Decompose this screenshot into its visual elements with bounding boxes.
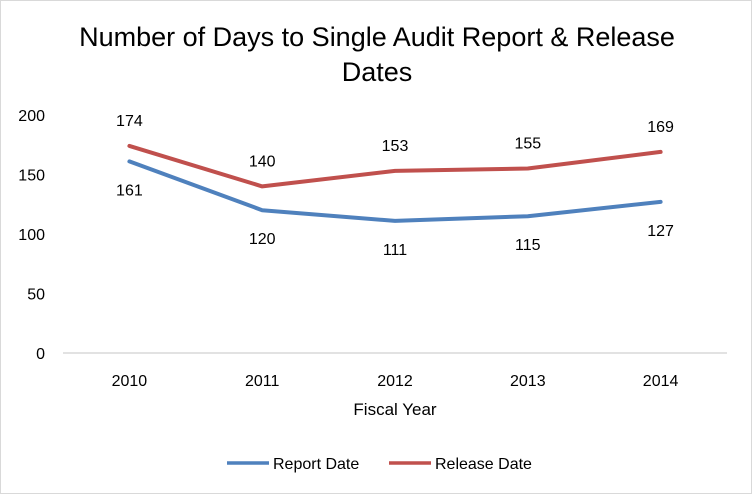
data-label: 155 (514, 136, 541, 153)
y-tick-label: 200 (18, 108, 45, 125)
data-label: 111 (383, 242, 407, 259)
data-label: 115 (515, 237, 541, 254)
data-label-layer: 161 120 111 115 127 174 140 153 155 169 (116, 113, 674, 259)
x-tick-label: 2014 (643, 373, 679, 390)
y-tick-label: 0 (36, 346, 45, 363)
y-axis: 0 50 100 150 200 (18, 108, 45, 363)
legend: Report Date Release Date (227, 456, 532, 473)
legend-label-report-date: Report Date (273, 456, 359, 473)
series-line-report-date (127, 159, 663, 223)
x-tick-label: 2011 (245, 373, 280, 390)
data-label: 153 (382, 138, 409, 155)
series-line-release-date (127, 143, 663, 189)
y-tick-label: 150 (18, 168, 45, 185)
data-label: 127 (647, 223, 674, 240)
data-label: 169 (647, 119, 674, 136)
y-tick-label: 100 (18, 227, 45, 244)
x-tick-label: 2010 (112, 373, 148, 390)
x-tick-label: 2012 (377, 373, 413, 390)
y-tick-label: 50 (27, 287, 45, 304)
x-axis-title: Fiscal Year (353, 400, 436, 419)
data-label: 161 (116, 182, 143, 199)
legend-label-release-date: Release Date (435, 456, 532, 473)
chart-title-line-1: Number of Days to Single Audit Report & … (79, 22, 675, 52)
data-label: 140 (249, 153, 276, 170)
x-tick-label: 2013 (510, 373, 546, 390)
chart-title-line-2: Dates (342, 57, 413, 87)
data-label: 174 (116, 113, 143, 130)
series-layer (127, 143, 663, 223)
x-axis: 2010 2011 2012 2013 2014 (112, 373, 679, 390)
data-label: 120 (249, 231, 276, 248)
